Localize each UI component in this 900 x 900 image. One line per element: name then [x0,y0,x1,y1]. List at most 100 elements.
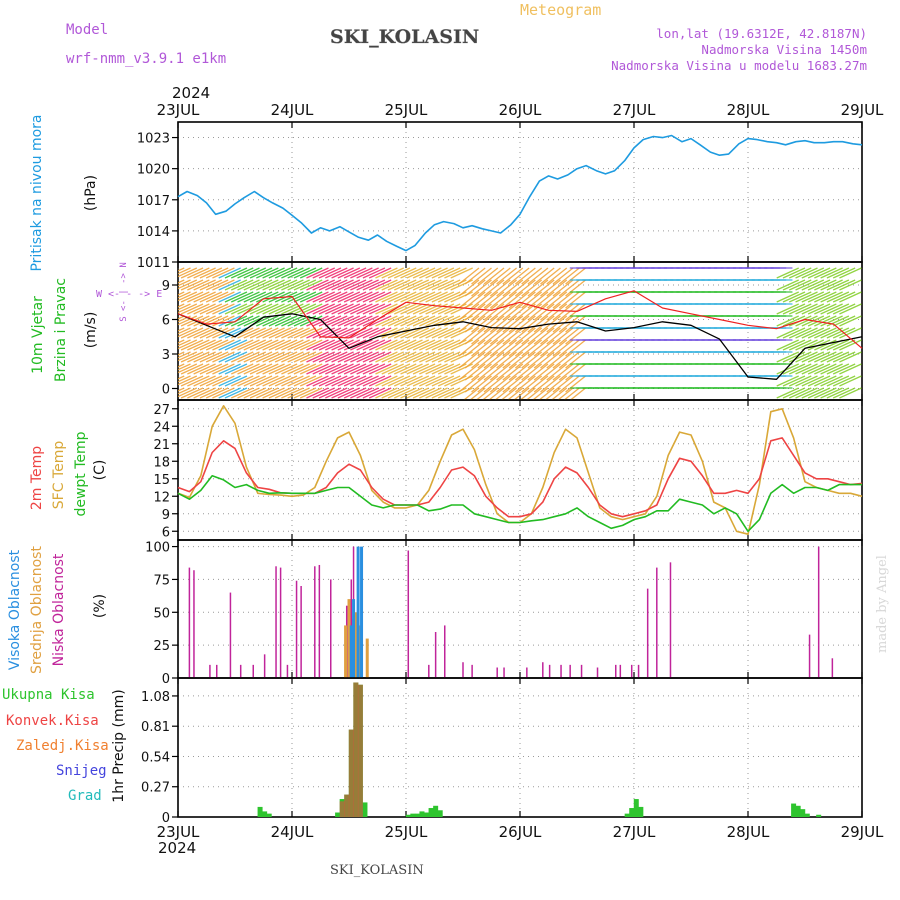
wind-barb [325,351,348,363]
wind-barb [412,339,436,351]
wind-barb [558,327,580,345]
wind-barb [375,375,398,387]
wind-barb [318,363,342,375]
wind-barb [814,351,837,363]
wind-barb [178,364,179,365]
wind-barb [193,351,216,363]
wind-barb [782,375,806,387]
wind-barb [832,387,856,399]
wind-barb [218,375,241,387]
wind-axis:1-ytick-label: 9 [162,279,170,294]
wind-barb [350,363,373,375]
wind-barb [187,267,210,279]
wind-barb [431,351,455,363]
wind-barb [552,327,574,345]
wind-barb [178,375,191,383]
wind-barb [458,351,480,369]
wind-barb [343,291,367,303]
wind-barb [527,363,549,381]
wind-barb [795,315,818,327]
wind-barb [180,351,204,363]
wind-barb [199,279,223,291]
precip-bar-conv [353,682,359,817]
wind-barb [343,315,367,327]
wind-barb [406,327,430,339]
wind-barb [776,279,799,291]
wind-barb [400,351,423,363]
wind-barb [193,315,216,327]
wind-barb [527,375,549,393]
wind-barb [533,291,555,309]
wind-barb [331,315,354,327]
wind-barb [540,351,561,369]
wind-barb [458,267,480,285]
wind-barb [464,363,486,381]
wind-barb [337,339,361,351]
wind-barb [558,315,580,333]
wind-barb [274,375,298,387]
precip-bar-total [266,813,272,817]
wind-barb [268,363,292,375]
wind-barb [178,363,185,368]
wind-barb [540,303,561,321]
wind-barb [249,291,273,303]
wind-barb [230,303,254,315]
cloud-axis:3-ytick-label: 25 [153,639,170,654]
wind-barb [337,303,361,315]
wind-barb [477,267,499,285]
wind-barb [801,363,825,375]
wind-barb [839,291,862,303]
wind-barb [552,279,574,297]
wind-barb [356,279,379,291]
wind-barb [425,267,448,279]
wind-barb [205,303,229,315]
wind-barb [832,267,856,279]
wind-barb [419,327,442,339]
precip-legend: Ukupna Kisa Konvek.Kisa Zaledj.Kisa Snij… [2,687,127,804]
wind-barb [527,315,549,333]
wind-barb [256,327,279,339]
precip-axis:4-ytick-label: 0.27 [141,781,170,796]
precip-bar-total [433,805,439,817]
wind-barb [256,267,279,279]
wind-barb [393,279,417,291]
wind-barb [464,351,486,369]
wind-barb [224,279,248,291]
wind-barb [533,363,555,381]
wind-barb [368,315,392,327]
wind-barb [362,291,386,303]
temp-axis:2-ytick-label: 15 [153,473,170,488]
top-date-label: 25JUL [385,101,428,119]
wind-barb [306,363,329,375]
wind-barb [464,303,486,321]
wind-barb [393,291,417,303]
wind-barb [437,327,461,339]
wind-barb [807,315,831,327]
wind-barb [249,363,273,375]
wind-barb [187,303,210,315]
wind-barb [281,327,304,339]
wind-barb [178,315,198,326]
wind-barb [496,315,517,333]
wind-barb [243,291,267,303]
wind-barb [508,327,530,345]
wind-barb [325,267,348,279]
temp-ylabel-sfc: SFC Temp [51,441,67,510]
wind-barb [318,375,342,387]
wind-barb [477,303,499,321]
wind-barb [381,267,404,279]
wind-barb [483,327,505,345]
wind-barb [287,387,310,399]
wind-barb [350,315,373,327]
bottom-date-label: 24JUL [271,823,314,841]
wind-barb [224,327,248,339]
wind-barb [826,387,850,399]
temperature-panel: 6 9 12 15 18 21 24 27 [153,399,863,541]
wind-barb [489,315,511,333]
wind-barb [293,375,317,387]
wind-barb [306,303,329,315]
wind-barb [299,339,323,351]
wind-barb [820,351,843,363]
wind-barb [262,303,285,315]
wind-gust-line [177,290,863,349]
